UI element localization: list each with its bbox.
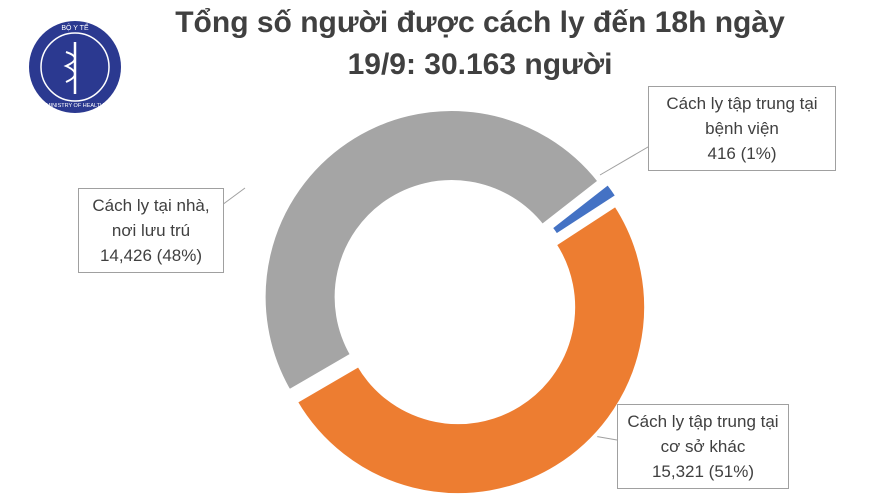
value-label: 15,321 (51%) [651,462,755,481]
slice-label: Cách ly tập trung tại cơ sở khác 15,321 … [617,404,789,489]
donut [261,107,649,495]
chart-title: Tổng số người được cách ly đến 18h ngày … [175,6,785,81]
logo-bottom: MINISTRY OF HEALTH [46,103,104,109]
slice-label: Cách ly tập trung tại bệnh viện 416 (1%) [648,86,836,171]
donut-slice [547,179,621,239]
leader-line [221,187,246,206]
donut-slice [292,201,649,495]
logo-snake [63,51,76,83]
value-label: 416 (1%) [707,144,777,163]
category-label: Cách ly tập trung tại cơ sở khác [627,412,779,456]
donut-slice [261,107,603,395]
logo: BỘ Y TẾ MINISTRY OF HEALTH [29,21,121,113]
category-label: Cách ly tại nhà, nơi lưu trú [92,196,210,240]
value-label: 14,426 (48%) [99,246,203,265]
logo-ring [40,32,110,102]
slice-label: Cách ly tại nhà, nơi lưu trú 14,426 (48%… [78,188,224,273]
logo-top: BỘ Y TẾ [61,22,89,32]
category-label: Cách ly tập trung tại bệnh viện [666,94,818,138]
